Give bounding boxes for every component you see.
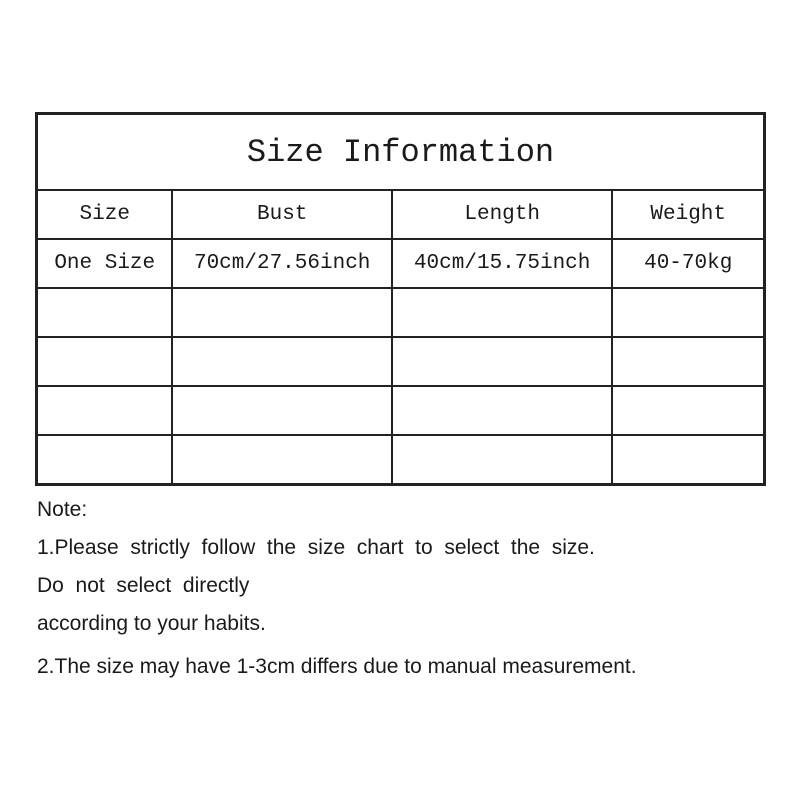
table-row: One Size 70cm/27.56inch 40cm/15.75inch 4… (35, 238, 766, 289)
table-row (35, 287, 766, 338)
header-bust: Bust (171, 189, 393, 240)
cell (390, 336, 614, 387)
cell (611, 385, 766, 436)
cell: 40-70kg (611, 238, 766, 289)
cell (171, 434, 393, 486)
cell (611, 336, 766, 387)
table-row (35, 385, 766, 436)
cell (611, 434, 766, 486)
cell: 40cm/15.75inch (390, 238, 614, 289)
header-size: Size (35, 189, 174, 240)
cell (390, 385, 614, 436)
size-table: Size Information Size Bust Length Weight… (35, 112, 766, 486)
header-weight: Weight (611, 189, 766, 240)
note-line-3: according to your habits. (37, 612, 266, 635)
cell (171, 287, 393, 338)
table-row (35, 336, 766, 387)
note-line-1: 1.Please strictly follow the size chart … (37, 536, 595, 559)
table-title: Size Information (35, 112, 766, 191)
header-row: Size Bust Length Weight (35, 189, 766, 240)
note-line-2: Do not select directly (37, 574, 250, 597)
cell (35, 434, 174, 486)
header-length: Length (390, 189, 614, 240)
cell (390, 287, 614, 338)
note-line-4: 2.The size may have 1-3cm differs due to… (37, 655, 637, 678)
cell (35, 385, 174, 436)
cell (171, 385, 393, 436)
cell (390, 434, 614, 486)
table-row (35, 434, 766, 486)
cell (611, 287, 766, 338)
notes-heading: Note: (37, 498, 88, 521)
cell (35, 287, 174, 338)
cell: One Size (35, 238, 174, 289)
cell (171, 336, 393, 387)
cell (35, 336, 174, 387)
cell: 70cm/27.56inch (171, 238, 393, 289)
